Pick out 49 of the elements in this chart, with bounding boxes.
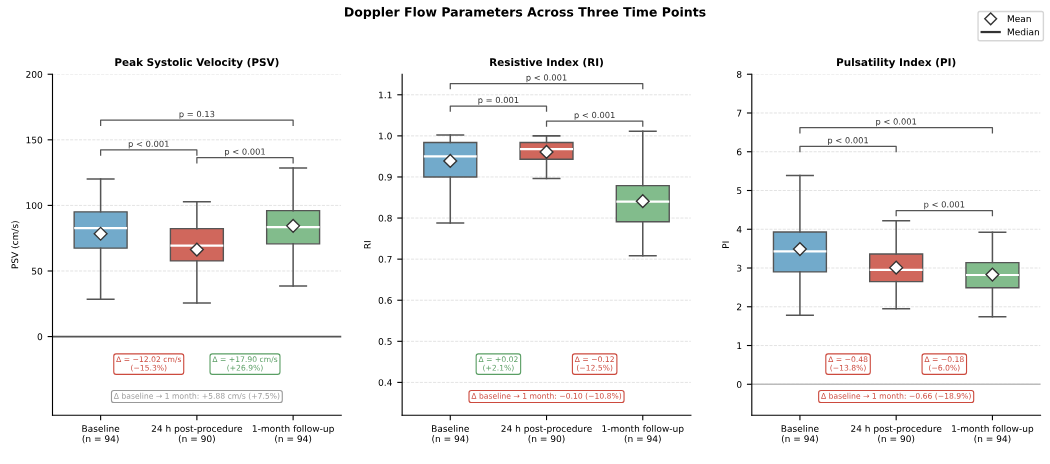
annotation: p = 0.001	[478, 96, 519, 105]
y-tick-label: 8	[736, 70, 742, 78]
y-tick-label: 150	[26, 136, 43, 144]
y-tick-label: 0.4	[378, 379, 392, 386]
text: Median	[1007, 28, 1040, 36]
y-tick-label: 1	[737, 342, 742, 349]
y-tick-label: 0.8	[378, 214, 392, 222]
chart-title: Pulsatility Index (PI)	[837, 57, 956, 69]
y-axis-title: RI	[364, 241, 371, 249]
annotation: p < 0.001	[876, 118, 917, 127]
y-tick-label: 3	[737, 264, 742, 272]
y-tick-label: 100	[26, 202, 43, 209]
x-tick-label: Baseline (n = 94)	[781, 425, 819, 444]
y-tick-label: 6	[736, 148, 742, 156]
x-tick-label: 24 h post-procedure (n = 90)	[501, 425, 592, 444]
annotation: p < 0.001	[574, 111, 615, 120]
x-tick-label: Baseline (n = 94)	[82, 425, 120, 444]
y-tick-label: 200	[26, 70, 43, 78]
x-tick-label: 1-month follow-up (n = 94)	[602, 425, 684, 444]
y-tick-label: 50	[31, 267, 43, 275]
y-tick-label: 0.7	[378, 255, 392, 263]
text: Doppler Flow Parameters Across Three Time Points	[345, 6, 706, 20]
x-tick-label: 1-month follow-up (n = 94)	[952, 425, 1034, 444]
x-tick-label: 24 h post-procedure (n = 90)	[851, 425, 942, 444]
annotation: p < 0.001	[225, 148, 265, 157]
annotation: p < 0.001	[526, 74, 567, 83]
annotation: p < 0.001	[828, 137, 868, 146]
y-tick-label: 0.5	[378, 338, 392, 345]
text: Mean	[1007, 15, 1031, 23]
y-tick-label: 4	[736, 226, 742, 233]
chart-title: Resistive Index (RI)	[490, 57, 603, 68]
y-axis-title: PI	[722, 241, 729, 248]
chart-title: Peak Systolic Velocity (PSV)	[115, 57, 279, 69]
y-tick-label: 0	[37, 333, 43, 341]
y-tick-label: 2	[737, 303, 742, 311]
x-tick-label: 1-month follow-up (n = 94)	[252, 425, 334, 444]
x-tick-label: Baseline (n = 94)	[432, 425, 469, 444]
y-tick-label: 0.6	[378, 296, 392, 304]
x-tick-label: 24 h post-procedure (n = 90)	[151, 425, 243, 444]
y-tick-label: 7	[737, 109, 742, 117]
y-tick-label: 5	[737, 187, 742, 195]
y-axis-title: PSV (cm/s)	[11, 221, 20, 269]
y-tick-label: 0.9	[378, 173, 392, 181]
annotation: p < 0.001	[128, 140, 169, 149]
annotation: p = 0.13	[179, 110, 215, 119]
y-tick-label: 1.0	[379, 132, 392, 140]
y-tick-label: 1.1	[379, 91, 392, 99]
annotation: p < 0.001	[924, 201, 965, 210]
y-tick-label: 0	[736, 381, 742, 388]
